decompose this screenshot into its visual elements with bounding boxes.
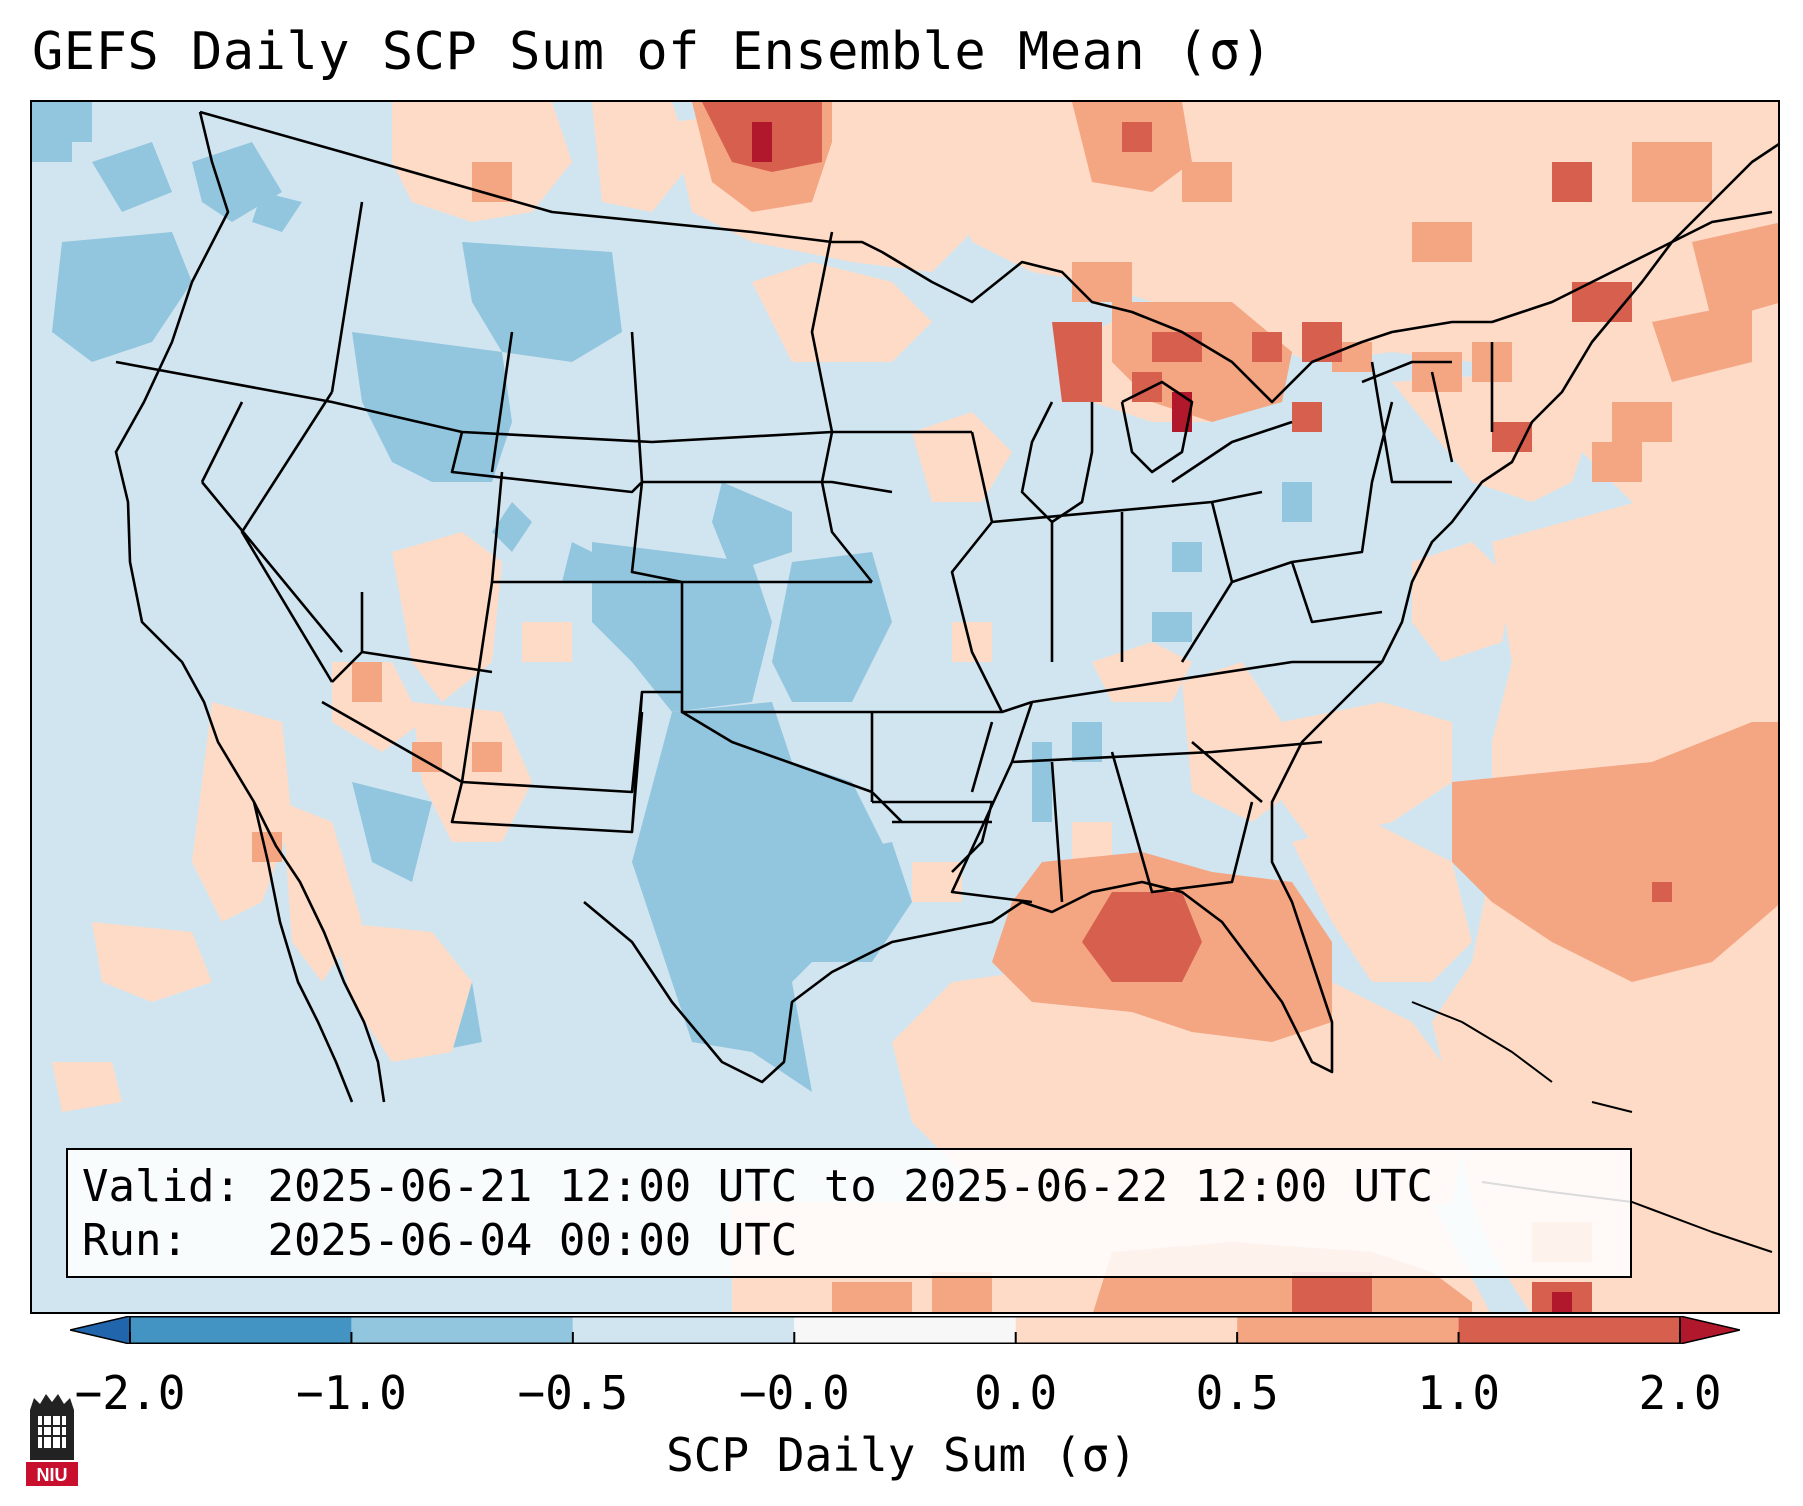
colorbar-bin	[130, 1316, 352, 1344]
map-boundaries	[114, 110, 1778, 1253]
run-time: 2025-06-04 00:00 UTC	[267, 1215, 798, 1266]
colorbar-outline	[129, 1316, 1681, 1344]
colorbar-tick-label: −2.0	[74, 1366, 186, 1420]
valid-label: Valid:	[82, 1161, 241, 1212]
colorbar-bin	[1015, 1316, 1238, 1344]
valid-run-info-box: Valid: 2025-06-21 12:00 UTC to 2025-06-2…	[66, 1148, 1632, 1278]
east-coast	[1380, 143, 1778, 663]
colorbar	[70, 1316, 1740, 1344]
projection-edge	[32, 1312, 732, 1314]
field-cells-extreme-positive	[752, 122, 1572, 1312]
field-cells-moderate-positive	[252, 102, 1778, 1312]
colorbar-tick-label: −0.5	[517, 1366, 629, 1420]
map-canvas	[32, 102, 1778, 1314]
niu-logo-text: NIU	[37, 1465, 68, 1485]
colorbar-bin	[572, 1316, 795, 1344]
colorbar-under-extension	[70, 1316, 131, 1344]
colorbar-bin	[351, 1316, 573, 1344]
field-cells-moderate-negative	[32, 102, 1632, 1092]
run-label: Run:	[82, 1215, 188, 1266]
colorbar-tick-label: 2.0	[1638, 1366, 1722, 1420]
us-west-coast	[114, 111, 386, 1103]
niu-tower-icon: NIU	[26, 1394, 78, 1486]
colorbar-tick-label: −1.0	[296, 1366, 407, 1420]
colorbar-bin	[794, 1316, 1016, 1344]
colorbar-tick-label: −0.0	[738, 1366, 850, 1420]
map-title: GEFS Daily SCP Sum of Ensemble Mean (σ)	[32, 22, 1273, 82]
colorbar-over-extension	[1679, 1316, 1740, 1344]
valid-time: 2025-06-21 12:00 UTC to 2025-06-22 12:00…	[267, 1161, 1434, 1212]
colorbar-label: SCP Daily Sum (σ)	[666, 1428, 1137, 1482]
baja-peninsula	[252, 801, 354, 1103]
colorbar-bin	[1237, 1316, 1459, 1344]
field-cells-strong-positive	[702, 102, 1672, 1312]
state-lines	[115, 201, 1494, 904]
colorbar-tick-label: 0.0	[974, 1366, 1058, 1420]
canada-border	[199, 110, 1773, 404]
map-frame	[30, 100, 1780, 1314]
colorbar-tick-label: 0.5	[1195, 1366, 1279, 1420]
gulf-coast	[583, 661, 1383, 1084]
colorbar-bin	[1458, 1316, 1680, 1344]
colorbar-tick-label: 1.0	[1417, 1366, 1501, 1420]
